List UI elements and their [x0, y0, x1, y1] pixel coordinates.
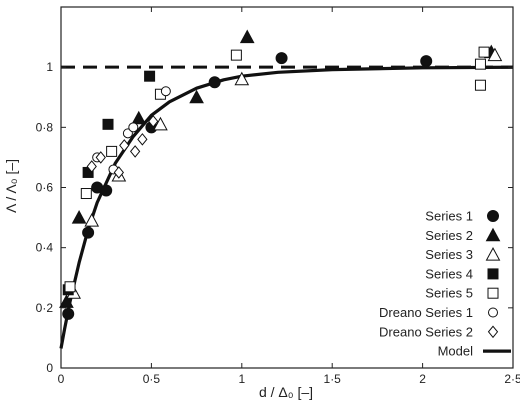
legend-marker	[487, 268, 499, 280]
data-point	[153, 116, 168, 131]
y-tick-label: 1	[46, 60, 53, 74]
legend-marker	[488, 307, 498, 318]
data-point	[95, 151, 106, 164]
legend-marker	[487, 325, 499, 339]
y-tick-label: 0·6	[36, 181, 54, 195]
data-point	[84, 213, 100, 227]
x-tick-label: 1	[238, 372, 245, 386]
data-point	[82, 226, 95, 239]
legend-label: Dreano Series 1	[379, 305, 473, 320]
data-point	[160, 86, 171, 97]
legend-label: Series 3	[425, 247, 473, 262]
data-point	[129, 145, 141, 158]
data-point	[144, 70, 156, 82]
data-point	[487, 47, 503, 62]
data-point	[230, 49, 242, 61]
data-point	[208, 76, 221, 89]
data-point	[71, 210, 87, 224]
legend-marker	[485, 227, 501, 242]
legend: Series 1 Series 2 Series 3 Series 4 Series 5…	[379, 209, 511, 359]
x-tick-label: 0	[58, 372, 65, 386]
data-point	[59, 294, 74, 308]
x-tick-label: 2	[419, 372, 426, 386]
data-point	[474, 58, 486, 70]
model-curve-layer	[59, 65, 514, 349]
data-point	[137, 133, 148, 146]
y-tick-label: 0·4	[36, 241, 54, 255]
data-point	[86, 160, 97, 173]
data-points-layer	[59, 29, 503, 320]
data-point	[64, 281, 76, 293]
data-point	[131, 110, 147, 125]
x-tick-label: 1·5	[324, 372, 342, 386]
data-point	[128, 122, 139, 133]
x-axis-label: d / Δ₀ [–]	[259, 384, 313, 400]
legend-label: Series 1	[425, 209, 473, 224]
data-point	[275, 52, 288, 65]
data-point	[106, 145, 118, 157]
y-tick-label: 0·8	[36, 120, 54, 134]
legend-marker	[485, 247, 501, 261]
legend-label: Series 2	[425, 228, 473, 243]
x-tick-label: 2·5	[504, 372, 520, 386]
legend-marker	[487, 287, 499, 299]
legend-marker	[487, 210, 499, 222]
x-tick-label: 0·5	[143, 372, 161, 386]
y-axis-label: Λ / Λ₀ [–]	[3, 159, 19, 213]
data-point	[189, 89, 204, 104]
legend-label: Series 4	[425, 266, 473, 281]
data-point	[62, 307, 75, 320]
data-point	[80, 188, 92, 200]
data-point	[113, 166, 125, 179]
data-point	[239, 29, 255, 44]
data-point	[420, 55, 433, 68]
model-curve	[59, 65, 514, 349]
data-point	[100, 184, 113, 197]
y-tick-label: 0·2	[36, 301, 54, 315]
legend-label: Model	[438, 344, 474, 359]
axis-ticks: 0 0·5 1 1·5 2 2·5 0 0·2 0·4 0·6 0·8 1	[36, 7, 520, 386]
legend-label: Series 5	[425, 286, 473, 301]
data-point	[478, 46, 490, 58]
data-point	[148, 115, 159, 128]
data-point	[234, 71, 250, 86]
data-point	[102, 118, 114, 130]
data-point	[119, 139, 130, 152]
y-tick-label: 0	[46, 361, 53, 375]
data-point	[474, 79, 486, 91]
legend-label: Dreano Series 2	[379, 324, 473, 339]
